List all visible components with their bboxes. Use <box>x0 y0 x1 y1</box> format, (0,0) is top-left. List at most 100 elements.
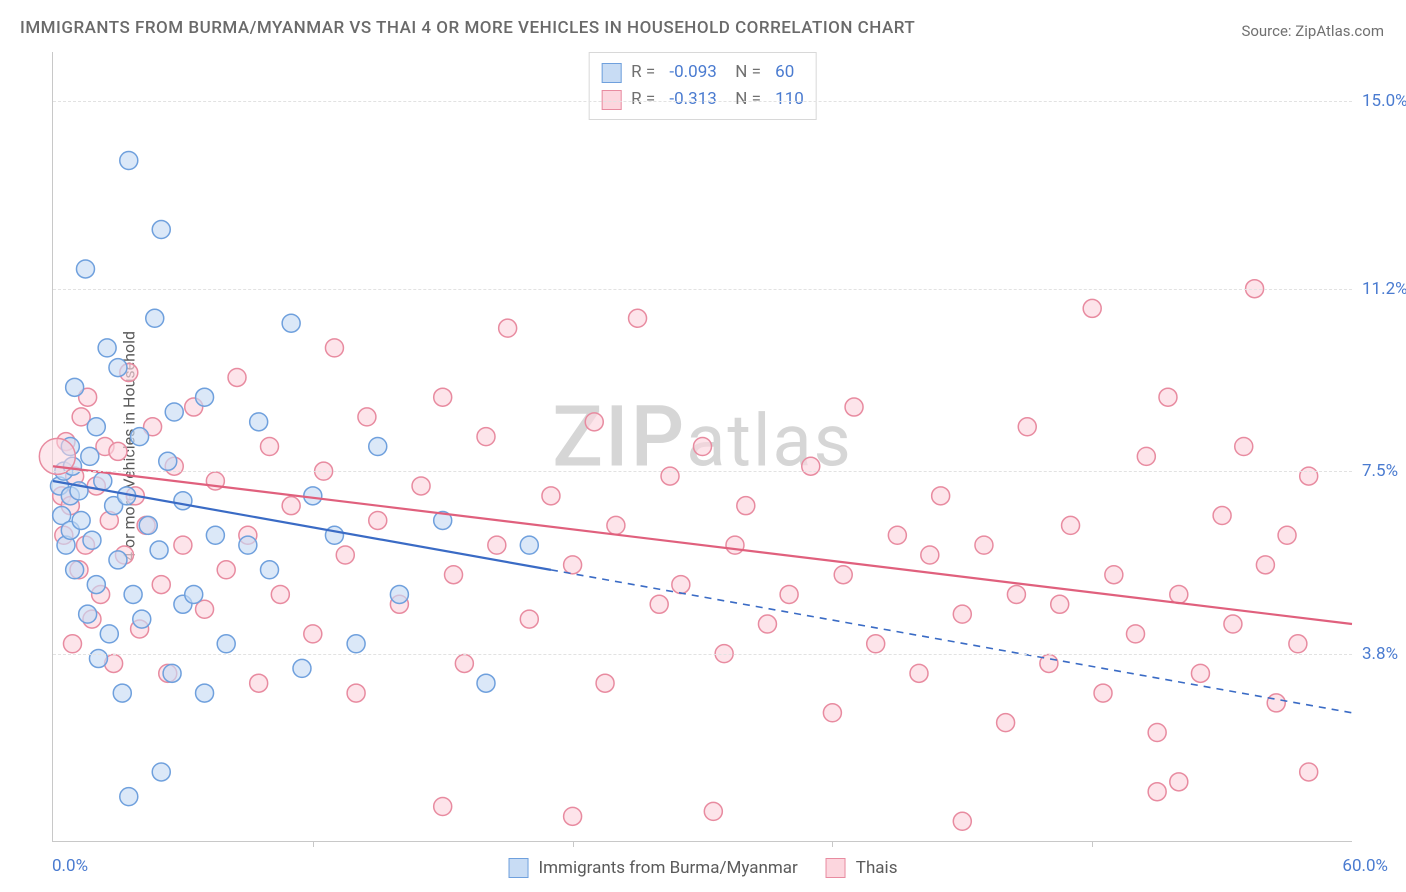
scatter-point <box>124 585 142 603</box>
scatter-point <box>1300 467 1318 485</box>
scatter-point <box>672 576 690 594</box>
source-prefix: Source: <box>1241 22 1291 40</box>
scatter-point <box>94 472 112 490</box>
scatter-point <box>737 497 755 515</box>
scatter-point <box>607 516 625 534</box>
scatter-point <box>1148 724 1166 742</box>
scatter-point <box>704 802 722 820</box>
scatter-point <box>596 674 614 692</box>
scatter-point <box>109 359 127 377</box>
scatter-point <box>520 536 538 554</box>
scatter-point <box>823 704 841 722</box>
scatter-point <box>585 413 603 431</box>
scatter-point <box>113 684 131 702</box>
scatter-point <box>206 526 224 544</box>
scatter-point <box>304 625 322 643</box>
scatter-point <box>1007 585 1025 603</box>
scatter-point <box>185 585 203 603</box>
scatter-point <box>1018 418 1036 436</box>
scatter-point <box>1051 595 1069 613</box>
scatter-point <box>120 788 138 806</box>
plot-area: ZIPatlas R = -0.093 N = 60 R = -0.313 N … <box>52 52 1352 842</box>
scatter-point <box>139 516 157 534</box>
scatter-point <box>120 151 138 169</box>
gridline <box>53 654 1352 655</box>
scatter-point <box>1083 299 1101 317</box>
scatter-point <box>445 566 463 584</box>
scatter-point <box>282 497 300 515</box>
scatter-point <box>239 536 257 554</box>
legend-series: Immigrants from Burma/Myanmar Thais <box>509 858 898 878</box>
x-tick <box>573 841 574 847</box>
scatter-point <box>293 659 311 677</box>
scatter-point <box>87 576 105 594</box>
scatter-point <box>953 812 971 830</box>
scatter-point <box>250 674 268 692</box>
scatter-point <box>921 546 939 564</box>
scatter-point <box>336 546 354 564</box>
scatter-point <box>780 585 798 603</box>
scatter-point <box>834 566 852 584</box>
scatter-point <box>953 605 971 623</box>
scatter-point <box>271 585 289 603</box>
gridline <box>53 289 1352 290</box>
scatter-point <box>661 467 679 485</box>
scatter-point <box>150 541 168 559</box>
scatter-point <box>228 368 246 386</box>
scatter-point <box>997 714 1015 732</box>
scatter-point <box>174 536 192 554</box>
scatter-point <box>1094 684 1112 702</box>
scatter-point <box>152 576 170 594</box>
scatter-point <box>455 654 473 672</box>
scatter-point <box>217 561 235 579</box>
legend-label-burma: Immigrants from Burma/Myanmar <box>539 858 798 878</box>
scatter-point <box>369 438 387 456</box>
swatch-burma-2 <box>509 858 529 878</box>
scatter-point <box>152 763 170 781</box>
trend-line-extrapolated <box>551 570 1352 713</box>
scatter-point <box>910 664 928 682</box>
scatter-point <box>499 319 517 337</box>
scatter-point <box>845 398 863 416</box>
y-tick-label: 3.8% <box>1362 644 1406 664</box>
scatter-point <box>802 457 820 475</box>
scatter-point <box>282 314 300 332</box>
x-tick <box>832 841 833 847</box>
scatter-point <box>217 635 235 653</box>
scatter-point <box>66 378 84 396</box>
scatter-point <box>1256 556 1274 574</box>
scatter-point <box>196 388 214 406</box>
scatter-point <box>1137 447 1155 465</box>
scatter-point <box>98 339 116 357</box>
scatter-point <box>477 674 495 692</box>
scatter-point <box>434 797 452 815</box>
swatch-thai-2 <box>826 858 846 878</box>
scatter-point <box>83 531 101 549</box>
scatter-point <box>412 477 430 495</box>
scatter-point <box>131 428 149 446</box>
scatter-point <box>347 635 365 653</box>
scatter-point <box>1148 783 1166 801</box>
scatter-point <box>261 561 279 579</box>
scatter-point <box>325 526 343 544</box>
scatter-point <box>1224 615 1242 633</box>
scatter-point <box>1267 694 1285 712</box>
scatter-point <box>520 610 538 628</box>
scatter-point <box>163 664 181 682</box>
scatter-point <box>1170 773 1188 791</box>
scatter-point <box>1278 526 1296 544</box>
scatter-point <box>109 442 127 460</box>
scatter-point <box>72 511 90 529</box>
scatter-point <box>1213 507 1231 525</box>
scatter-point <box>542 487 560 505</box>
legend-item-thai: Thais <box>826 858 898 878</box>
scatter-point <box>146 309 164 327</box>
scatter-point <box>758 615 776 633</box>
scatter-point <box>564 556 582 574</box>
legend-label-thai: Thais <box>856 858 898 878</box>
scatter-point <box>1159 388 1177 406</box>
scatter-point <box>100 625 118 643</box>
scatter-point <box>1062 516 1080 534</box>
scatter-point <box>1235 438 1253 456</box>
source-name: ZipAtlas.com <box>1295 22 1384 40</box>
